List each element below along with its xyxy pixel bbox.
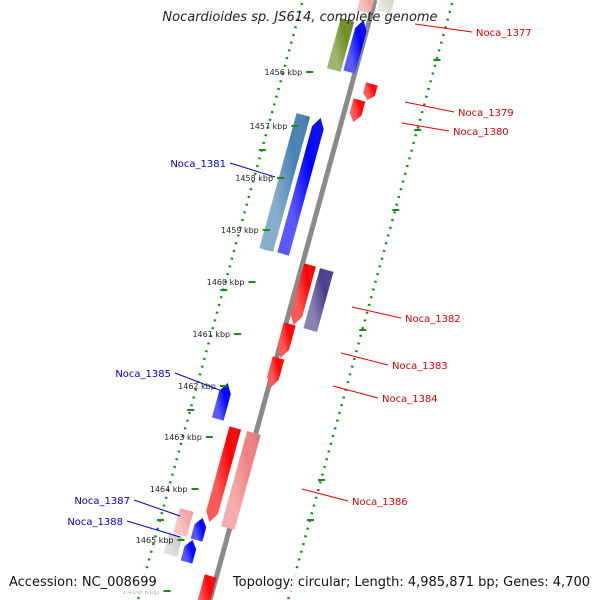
cog-feature-steelblue-shading [259, 113, 311, 252]
gene-arrow-forward-shading [290, 263, 316, 325]
gene-features [163, 0, 395, 600]
label-leader-line [351, 306, 402, 319]
scale-tick-label: 1456 kbp [264, 68, 302, 77]
outer-gc-track [286, 0, 455, 600]
cog-feature-lightcoral-shading [221, 431, 261, 530]
gene-arrow-forward-shading [197, 574, 217, 600]
scale-tick-label: 1461 kbp [192, 330, 230, 339]
gene-label-noca-1382[interactable]: Noca_1382 [405, 314, 461, 325]
gc-content-tracks [136, 0, 455, 600]
label-leader-line [174, 372, 231, 395]
scale-ticks: 1456 kbp 1457 kbp 1458 kbp 1459 kbp 1460 kbp… [122, 68, 314, 596]
gene-label-noca-1384[interactable]: Noca_1384 [382, 394, 438, 405]
label-leader-line [332, 385, 379, 399]
gene-labels: Noca_1377 Noca_1379 Noca_1380 Noca_1381 Noca… [67, 23, 532, 538]
cog-feature-gray-shading [377, 0, 395, 14]
gene-arrow-forward-shading [277, 322, 296, 358]
scale-tick-label: 1466 kbp [122, 587, 160, 596]
gene-arrow-reverse-shading [190, 518, 207, 542]
gene-arrow-reverse-shading [343, 20, 367, 74]
gene-label-noca-1380[interactable]: Noca_1380 [453, 127, 509, 138]
label-leader-line [301, 488, 349, 502]
label-leader-line [126, 520, 181, 538]
gene-label-noca-1387[interactable]: Noca_1387 [74, 496, 130, 507]
label-leader-line [404, 101, 455, 113]
gene-arrow-forward-shading [267, 356, 285, 388]
gene-label-noca-1386[interactable]: Noca_1386 [352, 497, 408, 508]
scale-tick-label: 1463 kbp [164, 433, 202, 442]
cog-feature-pink-shading [357, 0, 375, 14]
gene-arrow-reverse-shading [180, 540, 197, 564]
genome-title: Nocardioides sp. JS614, complete genome [162, 10, 438, 25]
label-leader-line [229, 162, 276, 178]
gene-label-noca-1381[interactable]: Noca_1381 [170, 159, 226, 170]
gene-arrow-forward-shading [206, 426, 242, 522]
label-leader-line [414, 23, 473, 33]
scale-tick-label: 1462 kbp [178, 382, 216, 391]
label-leader-line [133, 499, 181, 517]
label-leader-line [401, 122, 450, 132]
label-leader-line [340, 352, 389, 366]
scale-tick-label: 1459 kbp [221, 226, 259, 235]
gene-label-noca-1377[interactable]: Noca_1377 [476, 28, 532, 39]
gene-arrow-reverse-shading [277, 118, 324, 256]
scale-tick-label: 1464 kbp [150, 485, 188, 494]
gene-label-noca-1379[interactable]: Noca_1379 [458, 108, 514, 119]
scale-tick-label: 1457 kbp [250, 122, 288, 131]
gene-label-noca-1388[interactable]: Noca_1388 [67, 517, 123, 528]
inner-gc-track [136, 0, 305, 600]
scale-tick-label: 1465 kbp [136, 536, 174, 545]
gene-label-noca-1385[interactable]: Noca_1385 [115, 369, 171, 380]
scale-tick-label: 1458 kbp [235, 174, 273, 183]
cog-feature-slateblue-shading [303, 268, 334, 332]
gene-arrow-forward-shading [349, 98, 366, 122]
gene-arrow-forward-shading [363, 82, 378, 100]
gene-label-noca-1383[interactable]: Noca_1383 [392, 361, 448, 372]
scale-tick-label: 1460 kbp [207, 278, 245, 287]
accession-label: Accession: NC_008699 [7, 574, 159, 591]
cog-feature-pink-shading [173, 508, 194, 537]
genome-summary: Topology: circular; Length: 4,985,871 bp… [230, 574, 592, 591]
cog-feature-olive-shading [327, 18, 355, 72]
